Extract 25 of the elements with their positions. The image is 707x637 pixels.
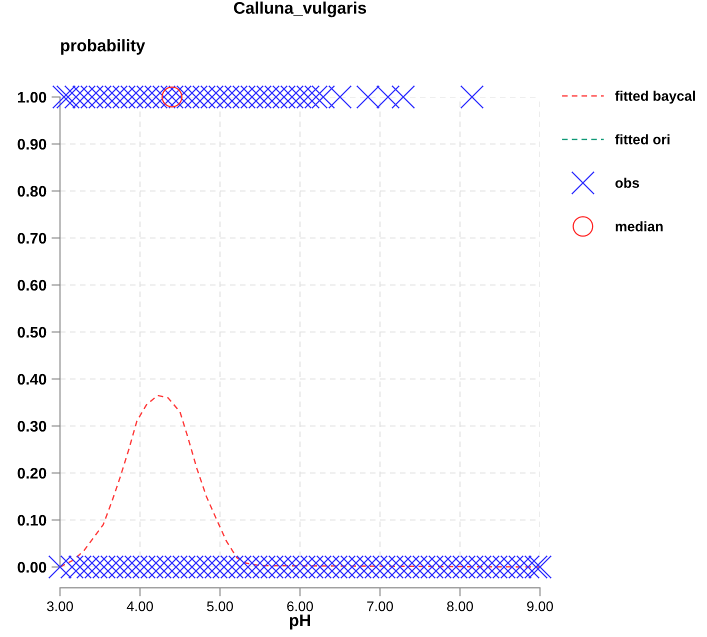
legend-label: obs [615,178,639,188]
y-tick-label: 0.80 [18,186,46,197]
legend-label: fitted ori [615,134,670,144]
y-tick-label: 0.90 [18,138,46,150]
x-tick-label: 3.00 [47,601,73,612]
chart-title: Calluna_vulgaris [234,2,366,18]
x-tick-label: 8.00 [447,601,473,612]
legend-label: fitted baycal [615,90,695,104]
x-tick-label: 7.00 [367,601,393,612]
legend-label: median [616,221,663,232]
x-tick-label: 5.00 [207,601,233,612]
y-tick-label: 0.00 [18,562,46,573]
y-tick-label: 0.20 [18,468,46,479]
y-tick-label: 1.00 [18,92,46,103]
x-tick-label: 9.00 [527,601,553,612]
y-tick-label: 0.60 [18,280,46,291]
y-tick-label: 0.50 [18,326,46,338]
y-axis-title: probability [61,39,146,55]
x-axis-title: pH [290,614,310,630]
x-tick-label: 6.00 [287,601,313,612]
x-tick-label: 4.00 [126,601,153,612]
y-tick-label: 0.30 [18,420,46,432]
y-tick-label: 0.70 [18,232,46,244]
y-tick-label: 0.40 [18,374,46,385]
y-tick-label: 0.10 [18,514,46,526]
